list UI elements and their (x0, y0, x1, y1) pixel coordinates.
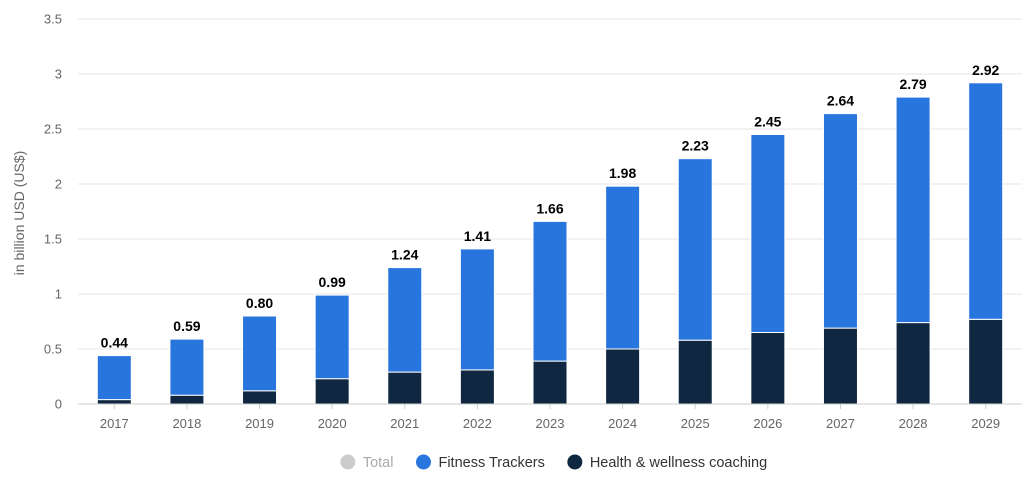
legend-label: Total (363, 455, 394, 471)
y-tick-label: 0.5 (44, 342, 62, 357)
bar-segment-health-wellness-coaching[interactable] (387, 371, 423, 405)
total-data-label: 1.98 (609, 165, 636, 181)
y-tick-label: 2 (55, 177, 62, 192)
legend-item-health-wellness-coaching[interactable]: Health & wellness coaching (567, 454, 767, 472)
bar-segment-health-wellness-coaching[interactable] (314, 378, 350, 405)
x-tick-label: 2021 (390, 416, 419, 431)
bar-segment-health-wellness-coaching[interactable] (677, 339, 713, 405)
bar-segment-fitness-trackers[interactable] (96, 355, 132, 401)
legend-item-total[interactable]: Total (340, 454, 394, 472)
total-data-label: 1.24 (391, 247, 418, 263)
y-axis-title: in billion USD (US$) (11, 151, 27, 275)
x-axis-ticks: 2017 2018 2019 2020 2021 2022 2023 2024 2025 2026… (100, 404, 1000, 431)
bar-segment-fitness-trackers[interactable] (532, 220, 568, 362)
bar-segment-fitness-trackers[interactable] (459, 248, 495, 371)
bar-segment-health-wellness-coaching[interactable] (822, 327, 858, 405)
bar-segment-health-wellness-coaching[interactable] (242, 390, 278, 405)
bar-segment-fitness-trackers[interactable] (968, 82, 1004, 320)
total-data-label: 2.64 (827, 93, 854, 109)
x-tick-label: 2023 (536, 416, 565, 431)
bar-segment-fitness-trackers[interactable] (605, 185, 641, 350)
data-labels: 0.44 0.59 0.80 0.99 1.24 1.41 1.66 1.98 2.23 2.45… (101, 62, 1000, 351)
legend-label: Health & wellness coaching (590, 455, 767, 471)
legend: Total Fitness Trackers Health & wellness c… (340, 454, 767, 472)
total-data-label: 0.59 (173, 318, 200, 334)
legend-item-fitness-trackers[interactable]: Fitness Trackers (415, 454, 545, 472)
total-data-label: 2.45 (754, 114, 781, 130)
bar-segment-health-wellness-coaching[interactable] (169, 394, 205, 405)
y-tick-label: 0 (55, 397, 62, 412)
bar-segment-fitness-trackers[interactable] (677, 158, 713, 341)
legend-marker (340, 454, 356, 470)
x-tick-label: 2022 (463, 416, 492, 431)
x-tick-label: 2019 (245, 416, 274, 431)
total-data-label: 1.66 (536, 200, 563, 216)
bars (96, 82, 1004, 405)
legend-marker (567, 454, 583, 470)
bar-segment-health-wellness-coaching[interactable] (532, 360, 568, 405)
legend-marker (415, 454, 431, 470)
y-tick-label: 3 (55, 67, 62, 82)
total-data-label: 2.23 (682, 138, 709, 154)
x-tick-label: 2018 (172, 416, 201, 431)
total-data-label: 2.92 (972, 62, 999, 78)
bar-segment-health-wellness-coaching[interactable] (968, 318, 1004, 405)
x-tick-label: 2028 (899, 416, 928, 431)
bar-segment-fitness-trackers[interactable] (387, 267, 423, 373)
total-data-label: 2.79 (899, 76, 926, 92)
y-tick-label: 1 (55, 287, 62, 302)
y-axis-ticks: 0 0.5 1 1.5 2 2.5 3 3.5 (44, 12, 62, 412)
bar-segment-fitness-trackers[interactable] (895, 96, 931, 324)
x-tick-label: 2027 (826, 416, 855, 431)
x-tick-label: 2020 (318, 416, 347, 431)
bar-segment-fitness-trackers[interactable] (314, 294, 350, 380)
bar-segment-health-wellness-coaching[interactable] (96, 399, 132, 405)
legend-label: Fitness Trackers (438, 455, 544, 471)
bar-segment-fitness-trackers[interactable] (169, 338, 205, 396)
x-tick-label: 2017 (100, 416, 129, 431)
bar-segment-health-wellness-coaching[interactable] (459, 369, 495, 405)
total-data-label: 0.99 (319, 274, 346, 290)
x-tick-label: 2026 (753, 416, 782, 431)
bar-segment-health-wellness-coaching[interactable] (750, 332, 786, 405)
y-tick-label: 2.5 (44, 122, 62, 137)
total-data-label: 0.44 (101, 335, 128, 351)
bar-segment-fitness-trackers[interactable] (822, 113, 858, 329)
bar-segment-health-wellness-coaching[interactable] (895, 322, 931, 405)
x-tick-label: 2029 (971, 416, 1000, 431)
bar-segment-fitness-trackers[interactable] (242, 315, 278, 392)
y-tick-label: 3.5 (44, 12, 62, 27)
y-tick-label: 1.5 (44, 232, 62, 247)
x-tick-label: 2024 (608, 416, 637, 431)
total-data-label: 1.41 (464, 228, 491, 244)
bar-segment-health-wellness-coaching[interactable] (605, 348, 641, 405)
total-data-label: 0.80 (246, 295, 273, 311)
x-tick-label: 2025 (681, 416, 710, 431)
bar-segment-fitness-trackers[interactable] (750, 134, 786, 333)
